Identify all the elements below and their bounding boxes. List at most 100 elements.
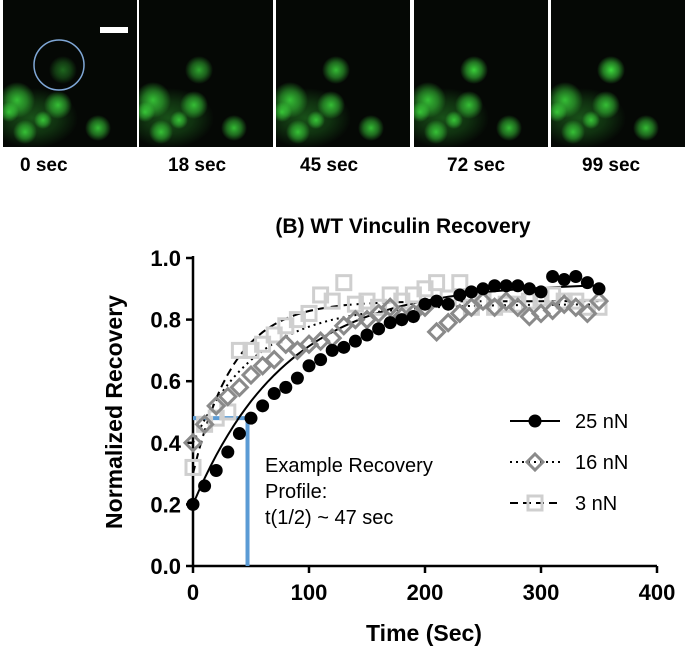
data-point-25-nN [383,316,397,330]
x-axis-label: Time (Sec) [366,620,482,646]
adhesion-spot [34,111,52,129]
data-point-16-nN [194,414,215,435]
data-point-3-nN [254,335,272,353]
data-point-16-nN [554,294,575,315]
adhesion-spot [307,111,325,129]
frap-frame-1 [139,0,273,147]
frame-image [551,56,659,147]
adhesion-spot [44,91,72,119]
data-point-25-nN [325,343,339,357]
data-point-25-nN [592,282,606,296]
data-point-25-nN [186,497,200,511]
adhesion-spot [317,91,345,119]
bleached-adhesion-spot [322,56,350,84]
legend-label: 25 nN [575,411,628,433]
data-point-3-nN [265,326,283,344]
data-point-25-nN [580,276,594,290]
data-point-25-nN [267,387,281,401]
legend-label: 16 nN [575,452,628,474]
adhesion-spot [276,102,292,122]
data-point-25-nN [441,297,455,311]
frap-frame-2 [276,0,410,147]
data-point-16-nN [182,432,204,453]
data-point-25-nN [453,288,467,302]
frame-time-label: 72 sec [447,155,506,176]
adhesion-spot [180,91,208,119]
data-point-16-nN [577,303,598,324]
y-tick-label: 0.2 [150,492,181,517]
frame-time-label: 18 sec [168,155,227,176]
adhesion-spot [633,115,659,141]
data-point-16-nN [496,290,517,312]
bleached-adhesion-spot [49,56,77,84]
data-point-16-nN [206,395,227,416]
data-point-16-nN [217,386,238,407]
x-tick-label: 400 [639,580,676,605]
legend-marker [524,451,546,473]
adhesion-spot [424,120,448,144]
bleached-adhesion-spot [185,56,213,84]
adhesion-spot [592,91,620,119]
legend-label: 3 nN [575,493,617,515]
adhesion-spot [455,91,483,119]
scale-bar [100,27,128,33]
legend-marker [528,414,542,428]
adhesion-spot [85,115,111,141]
data-point-3-nN [428,274,446,292]
frap-image-strip: 0 sec 18 sec 45 sec 72 sec 99 sec [0,0,699,190]
frame-time-label: 45 sec [300,155,359,176]
data-point-3-nN [578,298,596,316]
y-tick-label: 0.0 [150,554,181,579]
bleach-roi-circle [33,39,85,91]
y-tick-label: 0.6 [150,369,181,394]
annotation-text: Example Recovery [265,455,433,477]
data-point-25-nN [476,282,490,296]
x-tick-label: 300 [523,580,560,605]
data-point-25-nN [198,479,212,493]
frame-image [414,56,522,147]
frap-frame-4 [551,0,685,147]
adhesion-spot [13,120,37,144]
data-point-3-nN [370,298,388,316]
x-tick-label: 100 [291,580,328,605]
adhesion-spot [149,120,173,144]
data-point-16-nN [507,297,528,318]
data-point-16-nN [472,290,494,312]
y-axis-label: Normalized Recovery [101,295,127,529]
data-point-3-nN [300,304,318,322]
data-point-25-nN [488,279,502,293]
adhesion-spot [551,102,567,122]
frame-image [3,27,128,147]
data-point-25-nN [372,322,386,336]
frame-time-label: 99 sec [582,155,641,176]
data-point-16-nN [275,334,296,355]
adhesion-spot [414,102,430,122]
data-point-3-nN [323,292,341,310]
data-point-16-nN [565,297,586,318]
data-point-16-nN [264,349,285,370]
frame-image [276,56,384,147]
data-point-25-nN [511,279,525,293]
data-point-25-nN [360,328,374,342]
data-point-3-nN [230,341,248,359]
data-point-16-nN [380,297,401,318]
adhesion-spot [496,115,522,141]
data-point-3-nN [451,274,469,292]
data-point-25-nN [546,269,560,283]
data-point-25-nN [499,279,513,293]
x-tick-label: 0 [187,580,199,605]
y-tick-label: 0.8 [150,308,181,333]
adhesion-spot [3,102,19,122]
x-tick-label: 200 [407,580,444,605]
data-point-25-nN [406,310,420,324]
fit-curve-3-nN [192,300,599,474]
adhesion-spot [445,111,463,129]
recovery-chart: (B) WT Vinculin Recovery 0.0 0.2 0.4 0.6 0.8 1… [101,215,676,646]
data-point-25-nN [557,273,571,287]
data-point-3-nN [335,274,353,292]
data-point-25-nN [256,399,270,413]
bleached-adhesion-spot [460,56,488,84]
frame-time-label: 0 sec [20,155,68,176]
annotation-text: Profile: [265,481,327,503]
data-point-3-nN [184,458,202,476]
